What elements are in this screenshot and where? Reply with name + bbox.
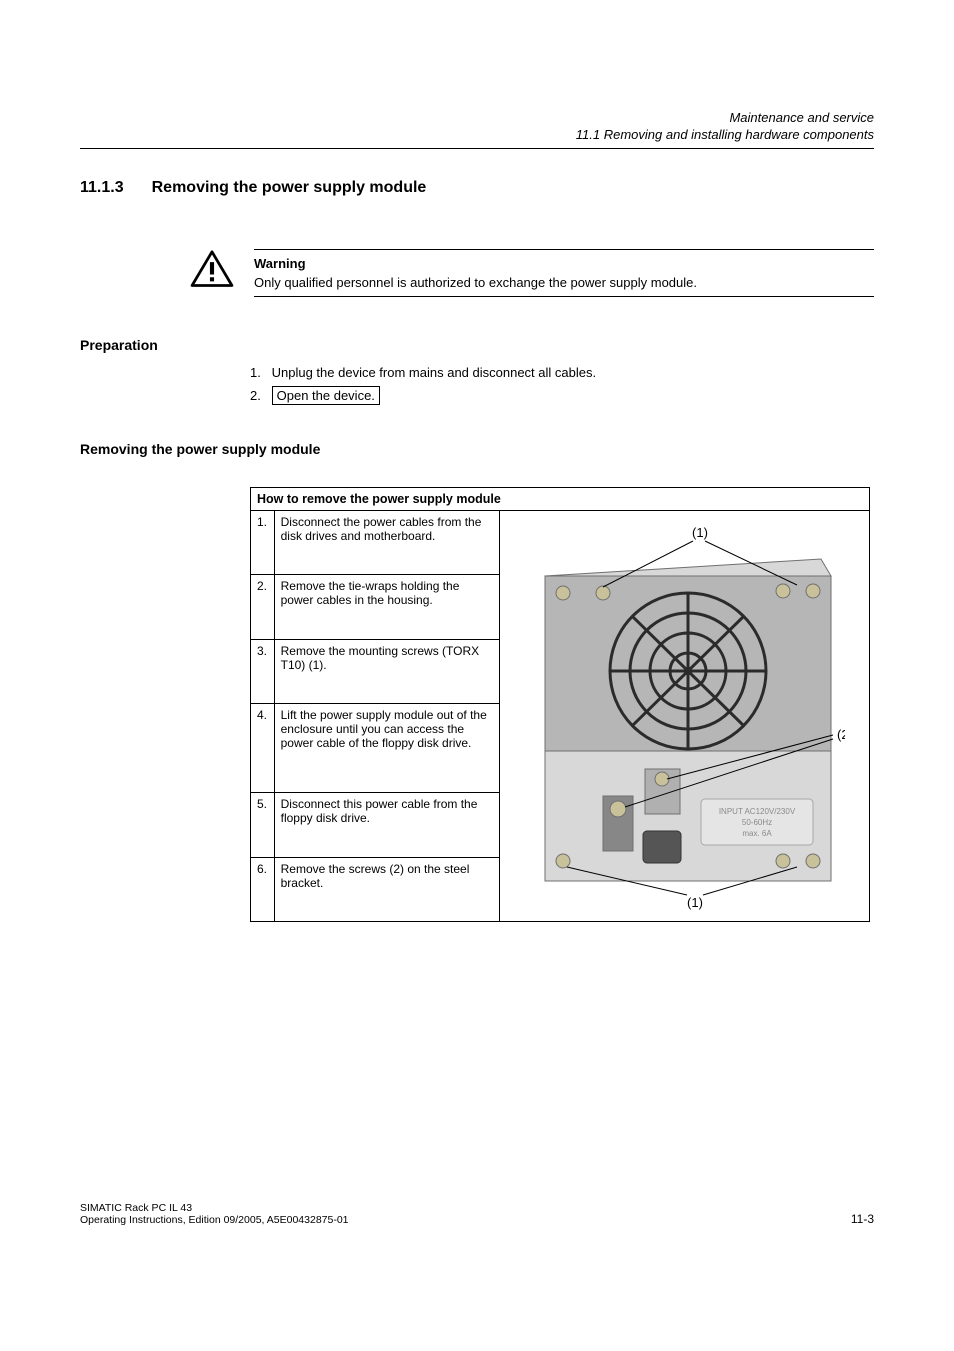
table-header-row: How to remove the power supply module — [251, 488, 870, 511]
psu-label-l2: 50-60Hz — [742, 818, 772, 827]
preparation-item: 1. Unplug the device from mains and disc… — [250, 365, 874, 380]
header-section: 11.1 Removing and installing hardware co… — [80, 127, 874, 142]
warning-content: Warning Only qualified personnel is auth… — [254, 249, 874, 297]
step-num: 2. — [251, 575, 275, 639]
removal-heading: Removing the power supply module — [80, 441, 874, 457]
psu-figure: INPUT AC120V/230V 50-60Hz max. 6A (1) — [525, 521, 845, 911]
step-num: 4. — [251, 704, 275, 793]
steps-table: How to remove the power supply module 1.… — [250, 487, 870, 922]
step-text: Remove the tie-wraps holding the power c… — [274, 575, 500, 639]
warning-triangle-icon — [190, 249, 234, 292]
callout-right: (2) — [837, 727, 845, 742]
step-text: Disconnect this power cable from the flo… — [274, 793, 500, 857]
step-text: Remove the screws (2) on the steel brack… — [274, 857, 500, 922]
figure-cell: INPUT AC120V/230V 50-60Hz max. 6A (1) — [500, 511, 870, 922]
preparation-item: 2. Open the device. — [250, 386, 874, 405]
step-num: 3. — [251, 639, 275, 703]
page-header: Maintenance and service 11.1 Removing an… — [80, 110, 874, 149]
section-number: 11.1.3 — [80, 179, 124, 197]
removal-block: Removing the power supply module How to … — [80, 441, 874, 922]
warning-block: Warning Only qualified personnel is auth… — [190, 249, 874, 297]
step-num: 1. — [251, 511, 275, 575]
callout-top: (1) — [692, 525, 708, 540]
section-title: Removing the power supply module — [152, 179, 427, 197]
page-footer: SIMATIC Rack PC IL 43 Operating Instruct… — [80, 1202, 874, 1226]
footer-left: SIMATIC Rack PC IL 43 Operating Instruct… — [80, 1202, 874, 1226]
warning-text: Only qualified personnel is authorized t… — [254, 275, 874, 290]
step-num: 6. — [251, 857, 275, 922]
step-num: 5. — [251, 793, 275, 857]
footer-page-number: 11-3 — [851, 1212, 874, 1226]
step-text: Remove the mounting screws (TORX T10) (1… — [274, 639, 500, 703]
prep-num: 1. — [250, 365, 268, 380]
psu-label-l3: max. 6A — [742, 829, 772, 838]
step-text: Lift the power supply module out of the … — [274, 704, 500, 793]
warning-rule-top — [254, 249, 874, 250]
callout-bottom: (1) — [687, 895, 703, 910]
preparation-heading: Preparation — [80, 337, 874, 353]
prep-num: 2. — [250, 388, 268, 403]
footer-line1: SIMATIC Rack PC IL 43 — [80, 1202, 874, 1214]
footer-line2: Operating Instructions, Edition 09/2005,… — [80, 1214, 874, 1226]
section-heading: 11.1.3 Removing the power supply module — [80, 179, 874, 197]
warning-title: Warning — [254, 256, 874, 271]
preparation-list: 1. Unplug the device from mains and disc… — [250, 365, 874, 405]
prep-text: Unplug the device from mains and disconn… — [272, 365, 596, 380]
psu-label-l1: INPUT AC120V/230V — [719, 807, 796, 816]
header-chapter: Maintenance and service — [80, 110, 874, 125]
table-row: 1. Disconnect the power cables from the … — [251, 511, 870, 575]
table-header: How to remove the power supply module — [251, 488, 870, 511]
open-device-link[interactable]: Open the device. — [272, 386, 380, 405]
steps-table-wrap: How to remove the power supply module 1.… — [250, 487, 874, 922]
step-text: Disconnect the power cables from the dis… — [274, 511, 500, 575]
header-rule — [80, 148, 874, 149]
warning-rule-bot — [254, 296, 874, 297]
